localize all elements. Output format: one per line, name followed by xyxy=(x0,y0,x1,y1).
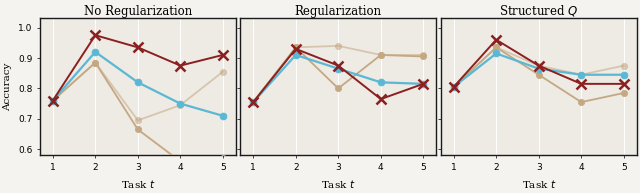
Y-axis label: Accuracy: Accuracy xyxy=(3,63,12,111)
Title: Regularization: Regularization xyxy=(295,5,382,18)
X-axis label: Task $t$: Task $t$ xyxy=(321,178,355,190)
X-axis label: Task $t$: Task $t$ xyxy=(522,178,556,190)
X-axis label: Task $t$: Task $t$ xyxy=(120,178,155,190)
Title: No Regularization: No Regularization xyxy=(84,5,192,18)
Title: Structured $Q$: Structured $Q$ xyxy=(499,3,579,19)
